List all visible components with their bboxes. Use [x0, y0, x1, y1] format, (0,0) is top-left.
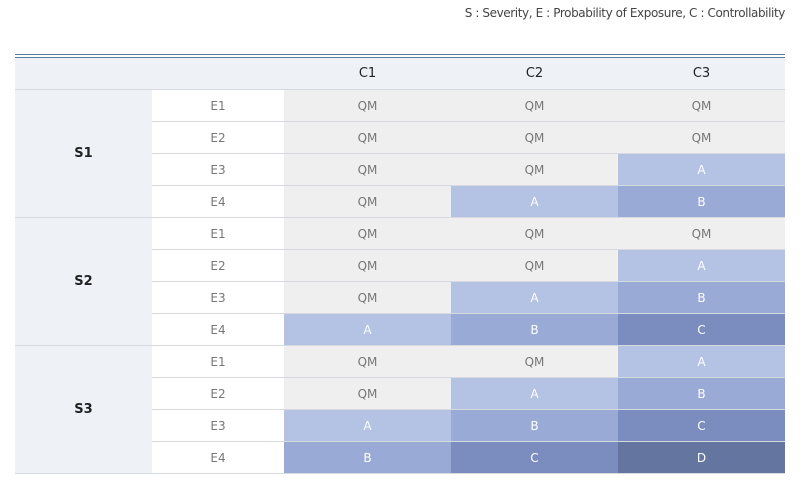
level-cell: C — [618, 314, 785, 346]
level-cell: QM — [284, 154, 451, 186]
severity-cell: S2 — [15, 218, 152, 346]
level-cell: QM — [284, 378, 451, 410]
level-cell: A — [618, 346, 785, 378]
level-cell: A — [618, 154, 785, 186]
level-cell: QM — [284, 250, 451, 282]
exposure-cell: E2 — [152, 122, 284, 154]
level-cell: C — [451, 442, 618, 474]
level-cell: QM — [284, 218, 451, 250]
header-cell: C2 — [451, 58, 618, 90]
level-cell: A — [284, 410, 451, 442]
exposure-cell: E1 — [152, 90, 284, 122]
level-cell: B — [451, 410, 618, 442]
header-cell: C1 — [284, 58, 451, 90]
exposure-cell: E4 — [152, 442, 284, 474]
exposure-cell: E4 — [152, 314, 284, 346]
level-cell: QM — [284, 90, 451, 122]
legend-note: S : Severity, E : Probability of Exposur… — [464, 6, 786, 20]
header-cell: C3 — [618, 58, 785, 90]
level-cell: C — [618, 410, 785, 442]
level-cell: QM — [284, 282, 451, 314]
level-cell: D — [618, 442, 785, 474]
level-cell: B — [618, 186, 785, 218]
level-cell: QM — [284, 186, 451, 218]
level-cell: QM — [451, 218, 618, 250]
exposure-cell: E1 — [152, 218, 284, 250]
level-cell: QM — [284, 346, 451, 378]
level-cell: QM — [618, 218, 785, 250]
severity-cell: S1 — [15, 90, 152, 218]
level-cell: B — [451, 314, 618, 346]
level-cell: QM — [618, 122, 785, 154]
level-cell: B — [284, 442, 451, 474]
level-cell: QM — [451, 90, 618, 122]
exposure-cell: E4 — [152, 186, 284, 218]
severity-cell: S3 — [15, 346, 152, 474]
level-cell: QM — [451, 250, 618, 282]
rule — [15, 54, 785, 55]
level-cell: QM — [451, 122, 618, 154]
level-cell: A — [451, 186, 618, 218]
exposure-cell: E2 — [152, 250, 284, 282]
exposure-cell: E2 — [152, 378, 284, 410]
level-cell: A — [451, 378, 618, 410]
level-cell: QM — [451, 154, 618, 186]
header-cell — [15, 58, 284, 90]
rule — [15, 57, 785, 58]
exposure-cell: E1 — [152, 346, 284, 378]
level-cell: B — [618, 378, 785, 410]
level-cell: QM — [284, 122, 451, 154]
exposure-cell: E3 — [152, 154, 284, 186]
level-cell: QM — [451, 346, 618, 378]
level-cell: A — [618, 250, 785, 282]
level-cell: QM — [618, 90, 785, 122]
level-cell: B — [618, 282, 785, 314]
exposure-cell: E3 — [152, 410, 284, 442]
level-cell: A — [284, 314, 451, 346]
exposure-cell: E3 — [152, 282, 284, 314]
level-cell: A — [451, 282, 618, 314]
